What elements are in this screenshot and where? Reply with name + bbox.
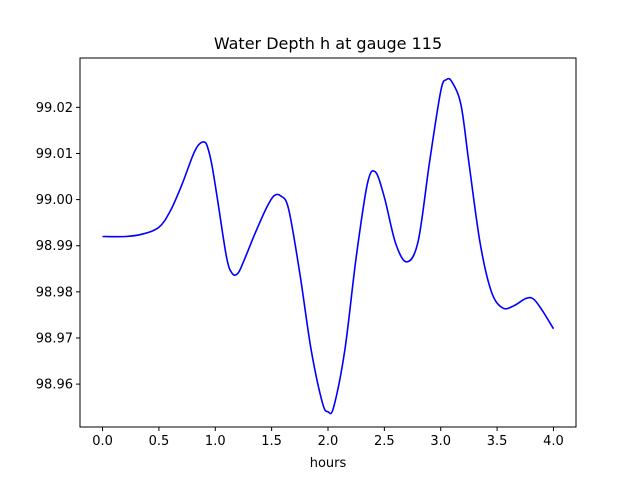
x-tick-label: 0.0	[92, 434, 113, 449]
x-tick-label: 3.5	[487, 434, 508, 449]
y-tick-label: 99.00	[36, 193, 73, 208]
series-line-0	[102, 77, 555, 415]
y-tick-label: 99.02	[36, 101, 73, 116]
x-axis: 0.0 0.5 1.0 1.5 2.0 2.5 3.0 3.5 4.0	[92, 427, 564, 449]
y-tick-label: 98.98	[36, 285, 73, 300]
x-tick-label: 1.5	[261, 434, 282, 449]
plot-area	[79, 57, 577, 428]
x-tick-label: 3.0	[430, 434, 451, 449]
x-tick-label: 4.0	[543, 434, 564, 449]
x-tick-label: 1.0	[205, 434, 226, 449]
x-tick-label: 2.0	[318, 434, 339, 449]
chart-title: Water Depth h at gauge 115	[214, 34, 442, 53]
x-tick-label: 2.5	[374, 434, 395, 449]
y-axis: 98.96 98.97 98.98 98.99 99.00 99.01 99.02	[36, 101, 80, 393]
y-tick-label: 99.01	[36, 147, 73, 162]
plot-frame	[79, 57, 577, 428]
x-tick-label: 0.5	[149, 434, 170, 449]
y-tick-label: 98.96	[36, 378, 73, 393]
y-tick-label: 98.97	[36, 331, 73, 346]
y-tick-label: 98.99	[36, 239, 73, 254]
x-axis-label: hours	[310, 456, 347, 471]
